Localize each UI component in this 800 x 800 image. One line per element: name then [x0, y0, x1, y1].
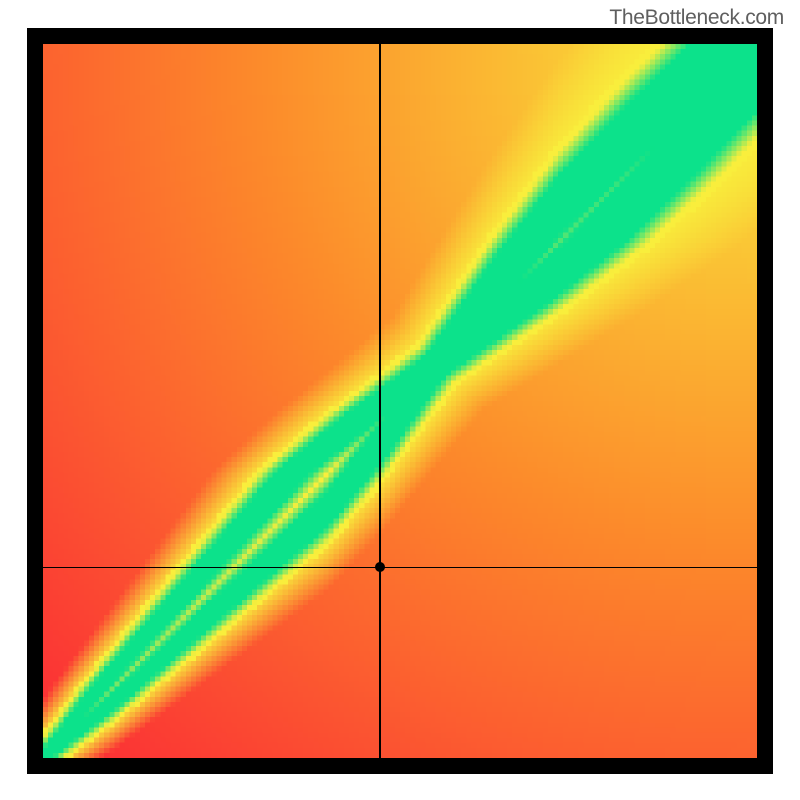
watermark-text: TheBottleneck.com — [609, 6, 784, 30]
heatmap-canvas — [43, 44, 757, 758]
crosshair-horizontal — [43, 567, 757, 569]
frame-right — [757, 28, 773, 774]
frame-bottom — [27, 758, 773, 774]
crosshair-vertical — [379, 44, 381, 758]
chart-container: TheBottleneck.com — [0, 0, 800, 800]
frame-top — [27, 28, 773, 44]
heatmap-area — [43, 44, 757, 758]
frame-left — [27, 28, 43, 774]
